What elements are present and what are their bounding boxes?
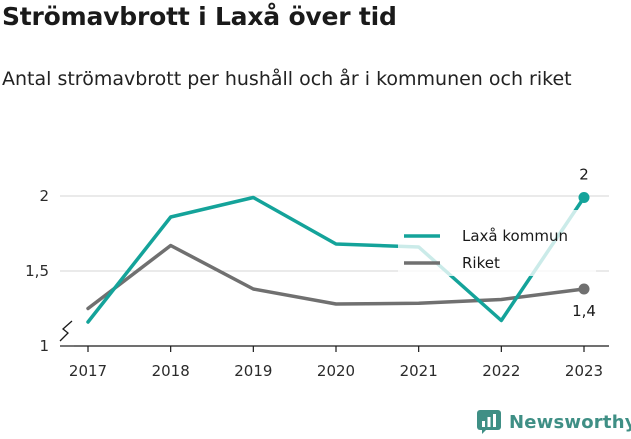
x-tick-label: 2023 bbox=[565, 362, 603, 380]
y-tick-label: 1 bbox=[39, 337, 49, 355]
legend-label: Laxå kommun bbox=[462, 227, 568, 245]
chart-subtitle: Antal strömavbrott per hushåll och år i … bbox=[2, 68, 572, 90]
y-tick-label: 1,5 bbox=[25, 262, 49, 280]
series-end-point bbox=[578, 192, 590, 203]
series-end-point bbox=[578, 283, 590, 295]
legend-background bbox=[398, 210, 596, 276]
y-tick-label: 2 bbox=[39, 187, 49, 205]
legend-label: Riket bbox=[462, 254, 500, 272]
series-line-laxa-kommun bbox=[86, 195, 586, 324]
x-tick-label: 2022 bbox=[482, 362, 520, 380]
series-line-riket bbox=[86, 243, 586, 311]
x-tick-label: 2020 bbox=[317, 362, 355, 380]
newsworthy-logo[interactable]: Newsworthy bbox=[476, 409, 631, 435]
x-tick-label: 2021 bbox=[400, 362, 438, 380]
x-tick-label: 2017 bbox=[69, 362, 107, 380]
chart-title: Strömavbrott i Laxå över tid bbox=[2, 2, 397, 31]
x-tick-label: 2018 bbox=[152, 362, 190, 380]
series-end-label: 2 bbox=[579, 166, 589, 184]
bar-chart-icon bbox=[477, 410, 501, 434]
brand-name: Newsworthy bbox=[509, 411, 631, 433]
series-end-label: 1,4 bbox=[572, 302, 596, 320]
x-tick-label: 2019 bbox=[234, 362, 272, 380]
axis-break-icon bbox=[59, 320, 73, 342]
